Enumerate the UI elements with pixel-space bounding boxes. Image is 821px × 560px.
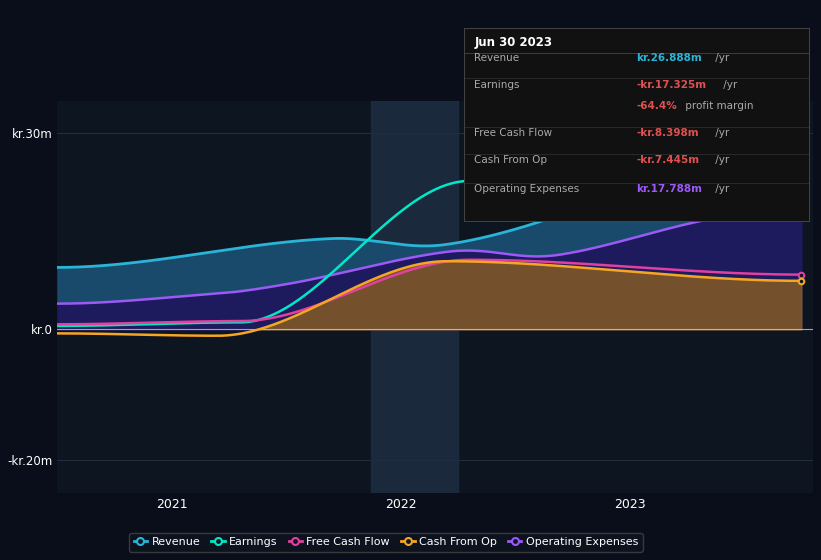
- Text: Earnings: Earnings: [475, 80, 520, 90]
- Text: -64.4%: -64.4%: [636, 101, 677, 111]
- Text: -kr.8.398m: -kr.8.398m: [636, 128, 699, 138]
- Text: profit margin: profit margin: [681, 101, 754, 111]
- Text: Jun 30 2023: Jun 30 2023: [475, 36, 553, 49]
- Text: /yr: /yr: [712, 155, 729, 165]
- Text: kr.17.788m: kr.17.788m: [636, 184, 702, 194]
- Text: /yr: /yr: [712, 128, 729, 138]
- Text: Free Cash Flow: Free Cash Flow: [475, 128, 553, 138]
- Bar: [371, 101, 458, 493]
- Text: /yr: /yr: [712, 184, 729, 194]
- Text: kr.26.888m: kr.26.888m: [636, 53, 702, 63]
- Text: Revenue: Revenue: [475, 53, 520, 63]
- Text: -kr.7.445m: -kr.7.445m: [636, 155, 699, 165]
- Text: /yr: /yr: [712, 53, 729, 63]
- Text: Cash From Op: Cash From Op: [475, 155, 548, 165]
- Text: Operating Expenses: Operating Expenses: [475, 184, 580, 194]
- Text: /yr: /yr: [720, 80, 737, 90]
- Text: -kr.17.325m: -kr.17.325m: [636, 80, 706, 90]
- Legend: Revenue, Earnings, Free Cash Flow, Cash From Op, Operating Expenses: Revenue, Earnings, Free Cash Flow, Cash …: [129, 533, 643, 552]
